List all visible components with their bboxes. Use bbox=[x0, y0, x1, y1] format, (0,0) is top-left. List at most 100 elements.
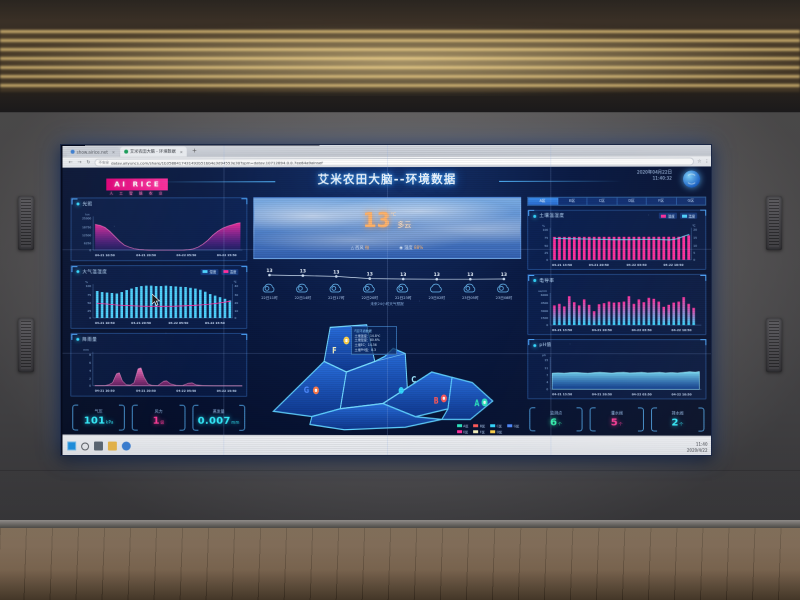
panel-header: 电导率 bbox=[528, 275, 705, 284]
title-wing-left bbox=[153, 181, 276, 183]
browser-icon[interactable] bbox=[121, 441, 131, 451]
light-chart[interactable]: lux 25000 18750 12500 6250 0 bbox=[71, 207, 246, 259]
weather-desc: 多云 bbox=[397, 221, 412, 230]
legend-swatch bbox=[473, 424, 479, 428]
stat-chip-evaporation[interactable]: 蒸发量 0.007mm bbox=[190, 401, 247, 435]
svg-text:3000: 3000 bbox=[541, 309, 548, 313]
svg-text:04-22 03:50: 04-22 03:50 bbox=[632, 328, 652, 332]
zone-tab-d[interactable]: D区 bbox=[617, 197, 647, 205]
air-temp-humidity-chart[interactable]: % 100 75 50 25 0 ℃ 40 30 20 bbox=[71, 275, 246, 327]
forecast-24h[interactable]: 13 13 13 13 13 13 13 13 bbox=[253, 262, 521, 306]
stat-chip-irrigation-valves[interactable]: 灌水阀 5个 bbox=[588, 403, 646, 435]
map-legend-item[interactable]: G区 bbox=[507, 423, 519, 428]
svg-text:100: 100 bbox=[543, 228, 549, 232]
svg-text:℃: ℃ bbox=[234, 280, 238, 284]
stat-chip-pressure[interactable]: 气压 101kPa bbox=[70, 401, 127, 435]
ec-chart[interactable]: us/cm 6000 4500 3000 1500 0 bbox=[528, 284, 705, 334]
zone-tab-b[interactable]: B区 bbox=[557, 197, 588, 205]
zone-tab-c[interactable]: C区 bbox=[587, 197, 618, 205]
dashboard: AI RICE 人 工 智 能 农 业 艾米农田大脑--环境数据 2020年04… bbox=[62, 166, 711, 436]
windows-start-icon[interactable] bbox=[67, 441, 77, 451]
svg-text:11: 11 bbox=[544, 366, 548, 370]
svg-text:04-21 20:50: 04-21 20:50 bbox=[136, 253, 156, 257]
svg-text:13: 13 bbox=[467, 272, 473, 278]
taskbar-clock[interactable]: 11:40 2020/4/22 bbox=[687, 442, 710, 453]
bookmark-star-icon[interactable]: ☆ bbox=[697, 158, 702, 165]
panel-header: 降雨量 bbox=[71, 334, 246, 343]
right-stat-chips: 监测点 6个 灌水阀 5个 bbox=[527, 403, 706, 435]
address-bar[interactable]: 不安全 datav.aliyuncs.com/share/1b358841743… bbox=[94, 157, 695, 167]
floor bbox=[0, 528, 800, 600]
svg-text:22日17时: 22日17时 bbox=[328, 295, 345, 300]
svg-text:4500: 4500 bbox=[541, 301, 548, 305]
map-legend: A区 B区 C区 G区 E区 F区 D区 bbox=[456, 423, 520, 434]
map-legend-item[interactable]: A区 bbox=[456, 423, 468, 428]
svg-text:5: 5 bbox=[693, 251, 695, 255]
svg-text:04-22 15:50: 04-22 15:50 bbox=[217, 253, 237, 257]
zone-tab-a[interactable]: A区 bbox=[528, 197, 558, 205]
legend-swatch bbox=[507, 424, 513, 428]
close-icon[interactable]: ✕ bbox=[179, 149, 184, 155]
map-legend-item[interactable]: D区 bbox=[490, 429, 502, 434]
search-icon[interactable] bbox=[81, 441, 90, 450]
folder-icon[interactable] bbox=[107, 441, 117, 451]
browser-tab-0[interactable]: show.airice.net ✕ bbox=[66, 146, 120, 157]
map-legend-item[interactable]: B区 bbox=[473, 423, 485, 428]
svg-text:23日02时: 23日02时 bbox=[428, 295, 445, 300]
legend-swatch bbox=[456, 424, 462, 427]
svg-text:mm: mm bbox=[83, 347, 89, 351]
field-map[interactable]: F G C B A bbox=[253, 309, 521, 435]
map-legend-item[interactable]: C区 bbox=[490, 423, 502, 428]
browser-tab-1[interactable]: 艾米农田大脑 - 环境数据 ✕ bbox=[120, 146, 187, 157]
legend-label: G区 bbox=[513, 424, 520, 429]
zone-tab-f[interactable]: F区 bbox=[646, 197, 677, 205]
menu-icon[interactable]: ⋮ bbox=[704, 158, 710, 164]
stat-number: 5 bbox=[610, 417, 619, 429]
svg-text:20: 20 bbox=[693, 228, 697, 232]
browser-extensions: ☆ ⋮ bbox=[697, 159, 709, 164]
svg-text:23日05时: 23日05时 bbox=[462, 295, 479, 300]
map-legend-item[interactable]: F区 bbox=[473, 429, 485, 434]
svg-text:04-22 10:50: 04-22 10:50 bbox=[672, 392, 692, 396]
status-dot-icon bbox=[76, 337, 80, 341]
stat-label: 灌水阀 bbox=[610, 410, 623, 416]
stat-unit: 个 bbox=[618, 421, 623, 427]
stat-chip-wind[interactable]: 风力 1级 bbox=[130, 401, 187, 435]
stat-chip-monitor-points[interactable]: 监测点 6个 bbox=[527, 403, 585, 435]
status-dot-icon bbox=[76, 270, 80, 274]
legend-swatch bbox=[473, 430, 479, 434]
svg-text:04-21 20:50: 04-21 20:50 bbox=[131, 320, 151, 324]
url-text: datav.aliyuncs.com/share/1b3588417431492… bbox=[111, 159, 323, 166]
reload-icon[interactable]: ↻ bbox=[86, 159, 91, 166]
svg-text:%: % bbox=[85, 280, 88, 284]
tooltip-value: 80.6% bbox=[369, 338, 380, 343]
new-tab-button[interactable]: + bbox=[191, 147, 197, 155]
zone-tab-g[interactable]: G区 bbox=[676, 197, 706, 205]
stat-unit: 个 bbox=[557, 421, 563, 427]
map-legend-item[interactable]: E区 bbox=[456, 429, 469, 434]
legend-swatch bbox=[681, 214, 687, 218]
stat-value: 0.007mm bbox=[198, 416, 240, 427]
svg-text:75: 75 bbox=[544, 236, 548, 240]
svg-text:15: 15 bbox=[693, 236, 697, 240]
legend-swatch bbox=[490, 424, 496, 428]
clock: 2020年04月22日 11:40:32 bbox=[637, 171, 672, 184]
rainfall-chart[interactable]: mm 8 6 4 2 0 04-21 10:50 bbox=[71, 342, 246, 394]
not-secure-badge: 不安全 bbox=[98, 160, 110, 165]
stat-chip-drain-valves[interactable]: 排水阀 2个 bbox=[649, 403, 707, 435]
close-icon[interactable]: ✕ bbox=[111, 149, 116, 155]
globe-icon bbox=[70, 149, 75, 154]
forward-icon[interactable]: → bbox=[77, 159, 82, 166]
soil-temp-humidity-chart[interactable]: % 100 75 50 25 0 ℃ 20 15 10 bbox=[528, 219, 705, 269]
svg-text:13: 13 bbox=[501, 272, 507, 278]
svg-text:10: 10 bbox=[234, 308, 238, 312]
svg-text:13: 13 bbox=[266, 268, 272, 274]
stat-value: 101kPa bbox=[84, 416, 114, 427]
svg-text:22日11时: 22日11时 bbox=[261, 295, 278, 300]
legend-swatch bbox=[456, 430, 462, 434]
stat-value: 6个 bbox=[550, 418, 562, 429]
svg-text:04-22 10:50: 04-22 10:50 bbox=[671, 328, 691, 332]
task-view-icon[interactable] bbox=[94, 441, 103, 451]
ph-chart[interactable]: ph 15 11 7 4 0 04-21 13:50 bbox=[528, 348, 705, 398]
back-icon[interactable]: ← bbox=[68, 159, 73, 166]
